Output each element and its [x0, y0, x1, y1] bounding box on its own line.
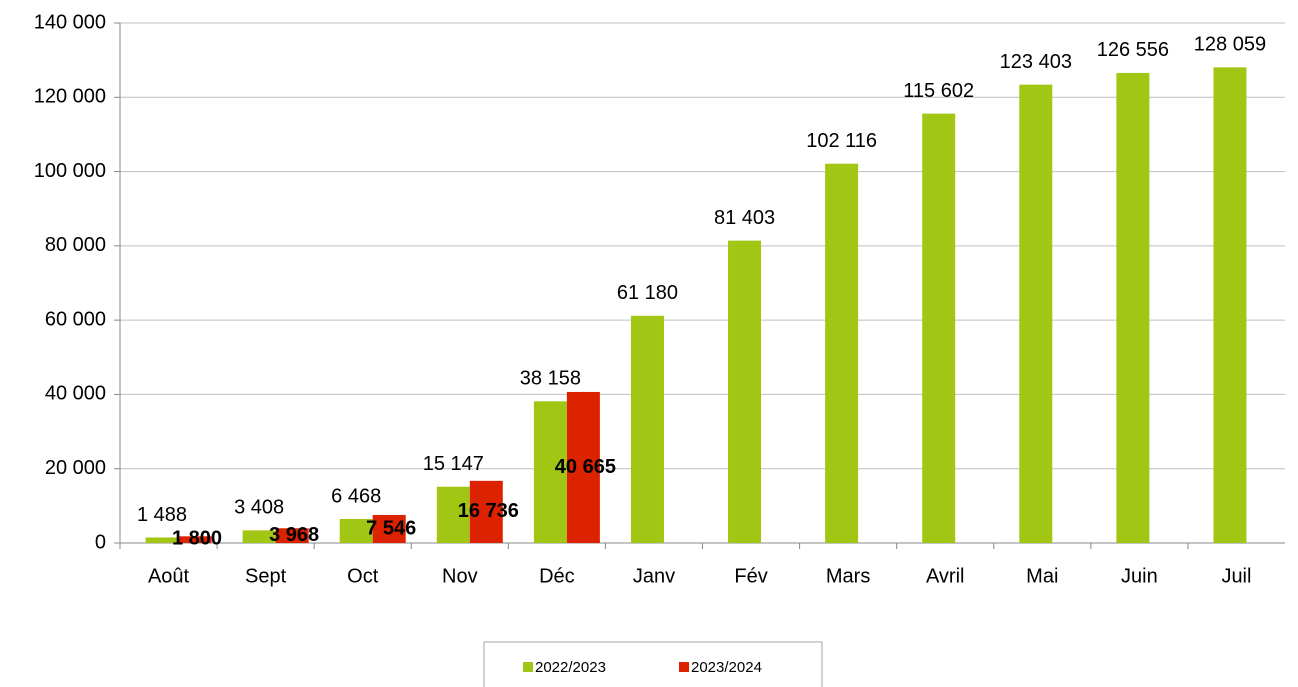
data-label: 1 488: [137, 504, 187, 526]
bar: [436, 486, 470, 543]
data-label: 102 116: [806, 130, 877, 152]
data-label: 3 408: [234, 497, 284, 519]
bar: [339, 518, 373, 543]
x-tick-label: Janv: [633, 565, 675, 587]
y-tick-label: 140 000: [34, 11, 106, 33]
bar: [922, 113, 956, 543]
x-tick-label: Août: [148, 565, 190, 587]
y-tick-label: 120 000: [34, 86, 106, 108]
x-tick-label: Fév: [734, 565, 767, 587]
legend-swatch: [679, 662, 689, 672]
bar: [728, 240, 762, 543]
x-tick-label: Déc: [539, 565, 575, 587]
x-tick-label: Sept: [245, 565, 287, 587]
data-label: 126 556: [1097, 39, 1169, 61]
legend-box: [483, 641, 823, 687]
bar: [275, 528, 309, 543]
bar: [1213, 67, 1247, 543]
data-label: 1 800: [172, 527, 222, 549]
data-label: 123 403: [1000, 51, 1072, 73]
legend-label: 2023/2024: [691, 659, 762, 676]
y-tick-label: 100 000: [34, 160, 106, 182]
data-label: 115 602: [903, 80, 974, 102]
bar: [242, 530, 276, 543]
bar: [372, 514, 406, 543]
bar: [469, 480, 503, 543]
bar: [533, 401, 567, 543]
data-label: 16 736: [458, 500, 519, 522]
bar: [825, 163, 859, 543]
legend: 2022/2023 2023/2024: [483, 641, 823, 687]
y-tick-label: 20 000: [45, 457, 106, 479]
y-tick-label: 40 000: [45, 383, 106, 405]
x-tick-label: Juil: [1221, 565, 1251, 587]
bar: [1116, 72, 1150, 543]
y-tick-label: 60 000: [45, 308, 106, 330]
legend-label: 2022/2023: [535, 659, 606, 676]
x-tick-label: Mars: [826, 565, 870, 587]
data-label: 61 180: [617, 282, 678, 304]
data-label: 3 968: [269, 524, 319, 546]
data-label: 7 546: [366, 517, 416, 539]
data-label: 15 147: [423, 453, 484, 475]
x-tick-label: Oct: [347, 565, 379, 587]
data-label: 38 158: [520, 368, 581, 390]
data-label: 81 403: [714, 207, 775, 229]
x-tick-label: Juin: [1121, 565, 1158, 587]
bar: [178, 536, 212, 543]
y-tick-label: 0: [95, 531, 106, 553]
data-label: 40 665: [555, 456, 616, 478]
data-label: 128 059: [1194, 34, 1266, 56]
data-label: 6 468: [331, 485, 381, 507]
bar: [630, 315, 664, 543]
x-tick-label: Nov: [442, 565, 478, 587]
bar: [566, 391, 600, 543]
y-tick-label: 80 000: [45, 234, 106, 256]
bar: [1019, 84, 1053, 544]
bar: [145, 537, 179, 543]
legend-swatch: [523, 662, 533, 672]
x-tick-label: Mai: [1026, 565, 1058, 587]
x-tick-label: Avril: [926, 565, 965, 587]
